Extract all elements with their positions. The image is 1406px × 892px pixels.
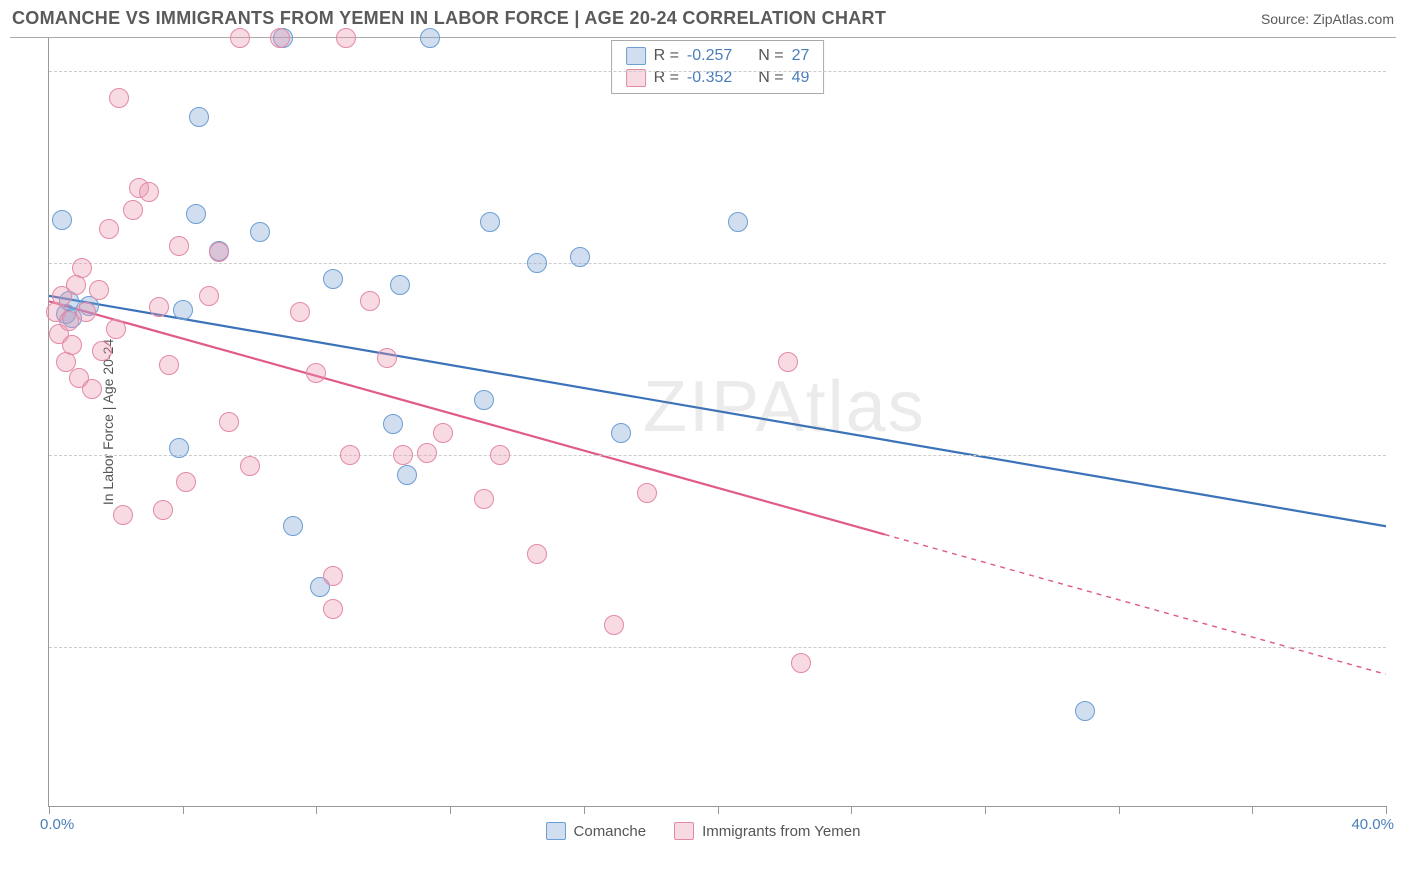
stat-n-label: N = — [758, 47, 783, 65]
data-point-comanche — [611, 423, 631, 443]
data-point-comanche — [169, 438, 189, 458]
data-point-comanche — [728, 212, 748, 232]
data-point-yemen — [113, 505, 133, 525]
data-point-comanche — [186, 204, 206, 224]
data-point-yemen — [323, 599, 343, 619]
stat-r-label: R = — [654, 47, 679, 65]
data-point-yemen — [360, 291, 380, 311]
data-point-yemen — [336, 28, 356, 48]
data-point-yemen — [106, 319, 126, 339]
stats-row-comanche: R = -0.257 N = 27 — [626, 45, 810, 67]
data-point-yemen — [490, 445, 510, 465]
legend-item-yemen: Immigrants from Yemen — [674, 822, 860, 840]
data-point-yemen — [306, 363, 326, 383]
data-point-yemen — [791, 653, 811, 673]
data-point-comanche — [250, 222, 270, 242]
data-point-comanche — [420, 28, 440, 48]
x-tick-mark — [1386, 806, 1387, 814]
data-point-comanche — [383, 414, 403, 434]
data-point-yemen — [62, 335, 82, 355]
x-tick-mark — [1119, 806, 1120, 814]
data-point-yemen — [377, 348, 397, 368]
data-point-yemen — [109, 88, 129, 108]
trend-line-dashed-yemen — [885, 534, 1386, 674]
data-point-yemen — [474, 489, 494, 509]
data-point-yemen — [76, 302, 96, 322]
data-point-yemen — [169, 236, 189, 256]
data-point-yemen — [153, 500, 173, 520]
legend-swatch — [674, 822, 694, 840]
data-point-comanche — [173, 300, 193, 320]
data-point-yemen — [89, 280, 109, 300]
x-tick-mark — [718, 806, 719, 814]
data-point-yemen — [604, 615, 624, 635]
data-point-yemen — [240, 456, 260, 476]
legend-swatch — [626, 47, 646, 65]
data-point-yemen — [527, 544, 547, 564]
data-point-comanche — [527, 253, 547, 273]
data-point-yemen — [66, 275, 86, 295]
data-point-yemen — [433, 423, 453, 443]
data-point-yemen — [176, 472, 196, 492]
legend-label: Immigrants from Yemen — [702, 823, 860, 840]
data-point-comanche — [480, 212, 500, 232]
trend-line-yemen — [49, 301, 885, 534]
x-tick-mark — [316, 806, 317, 814]
data-point-yemen — [270, 28, 290, 48]
stat-r-value: -0.257 — [687, 47, 732, 65]
data-point-comanche — [474, 390, 494, 410]
chart-header: COMANCHE VS IMMIGRANTS FROM YEMEN IN LAB… — [0, 0, 1406, 33]
watermark: ZIPAtlas — [643, 366, 926, 448]
x-tick-mark — [985, 806, 986, 814]
data-point-yemen — [209, 242, 229, 262]
y-axis-label: In Labor Force | Age 20-24 — [100, 339, 116, 505]
legend-item-comanche: Comanche — [546, 822, 647, 840]
source-credit: Source: ZipAtlas.com — [1261, 11, 1394, 27]
trend-lines — [49, 38, 1386, 806]
data-point-comanche — [323, 269, 343, 289]
data-point-comanche — [189, 107, 209, 127]
series-legend: Comanche Immigrants from Yemen — [10, 822, 1396, 840]
stat-n-value: 27 — [792, 47, 810, 65]
x-tick-mark — [450, 806, 451, 814]
x-tick-mark — [1252, 806, 1253, 814]
data-point-yemen — [393, 445, 413, 465]
data-point-comanche — [570, 247, 590, 267]
data-point-yemen — [778, 352, 798, 372]
x-tick-mark — [851, 806, 852, 814]
data-point-yemen — [159, 355, 179, 375]
data-point-yemen — [323, 566, 343, 586]
data-point-yemen — [290, 302, 310, 322]
stats-legend-box: R =-0.257N =27R =-0.352N =49 — [611, 40, 825, 94]
chart-title: COMANCHE VS IMMIGRANTS FROM YEMEN IN LAB… — [12, 8, 886, 29]
chart-area: In Labor Force | Age 20-24 ZIPAtlas R =-… — [10, 37, 1396, 872]
x-tick-mark — [183, 806, 184, 814]
data-point-yemen — [417, 443, 437, 463]
x-tick-mark — [584, 806, 585, 814]
data-point-comanche — [52, 210, 72, 230]
x-tick-mark — [49, 806, 50, 814]
data-point-yemen — [123, 200, 143, 220]
data-point-comanche — [1075, 701, 1095, 721]
data-point-yemen — [340, 445, 360, 465]
legend-label: Comanche — [574, 823, 647, 840]
gridline — [49, 647, 1386, 648]
gridline — [49, 263, 1386, 264]
gridline — [49, 71, 1386, 72]
data-point-comanche — [397, 465, 417, 485]
data-point-yemen — [99, 219, 119, 239]
plot-region: In Labor Force | Age 20-24 ZIPAtlas R =-… — [48, 38, 1386, 807]
data-point-comanche — [283, 516, 303, 536]
data-point-yemen — [92, 341, 112, 361]
data-point-yemen — [219, 412, 239, 432]
data-point-yemen — [139, 182, 159, 202]
data-point-yemen — [149, 297, 169, 317]
data-point-yemen — [82, 379, 102, 399]
data-point-yemen — [230, 28, 250, 48]
legend-swatch — [546, 822, 566, 840]
data-point-comanche — [390, 275, 410, 295]
data-point-yemen — [199, 286, 219, 306]
data-point-yemen — [637, 483, 657, 503]
trend-line-comanche — [49, 296, 1386, 526]
